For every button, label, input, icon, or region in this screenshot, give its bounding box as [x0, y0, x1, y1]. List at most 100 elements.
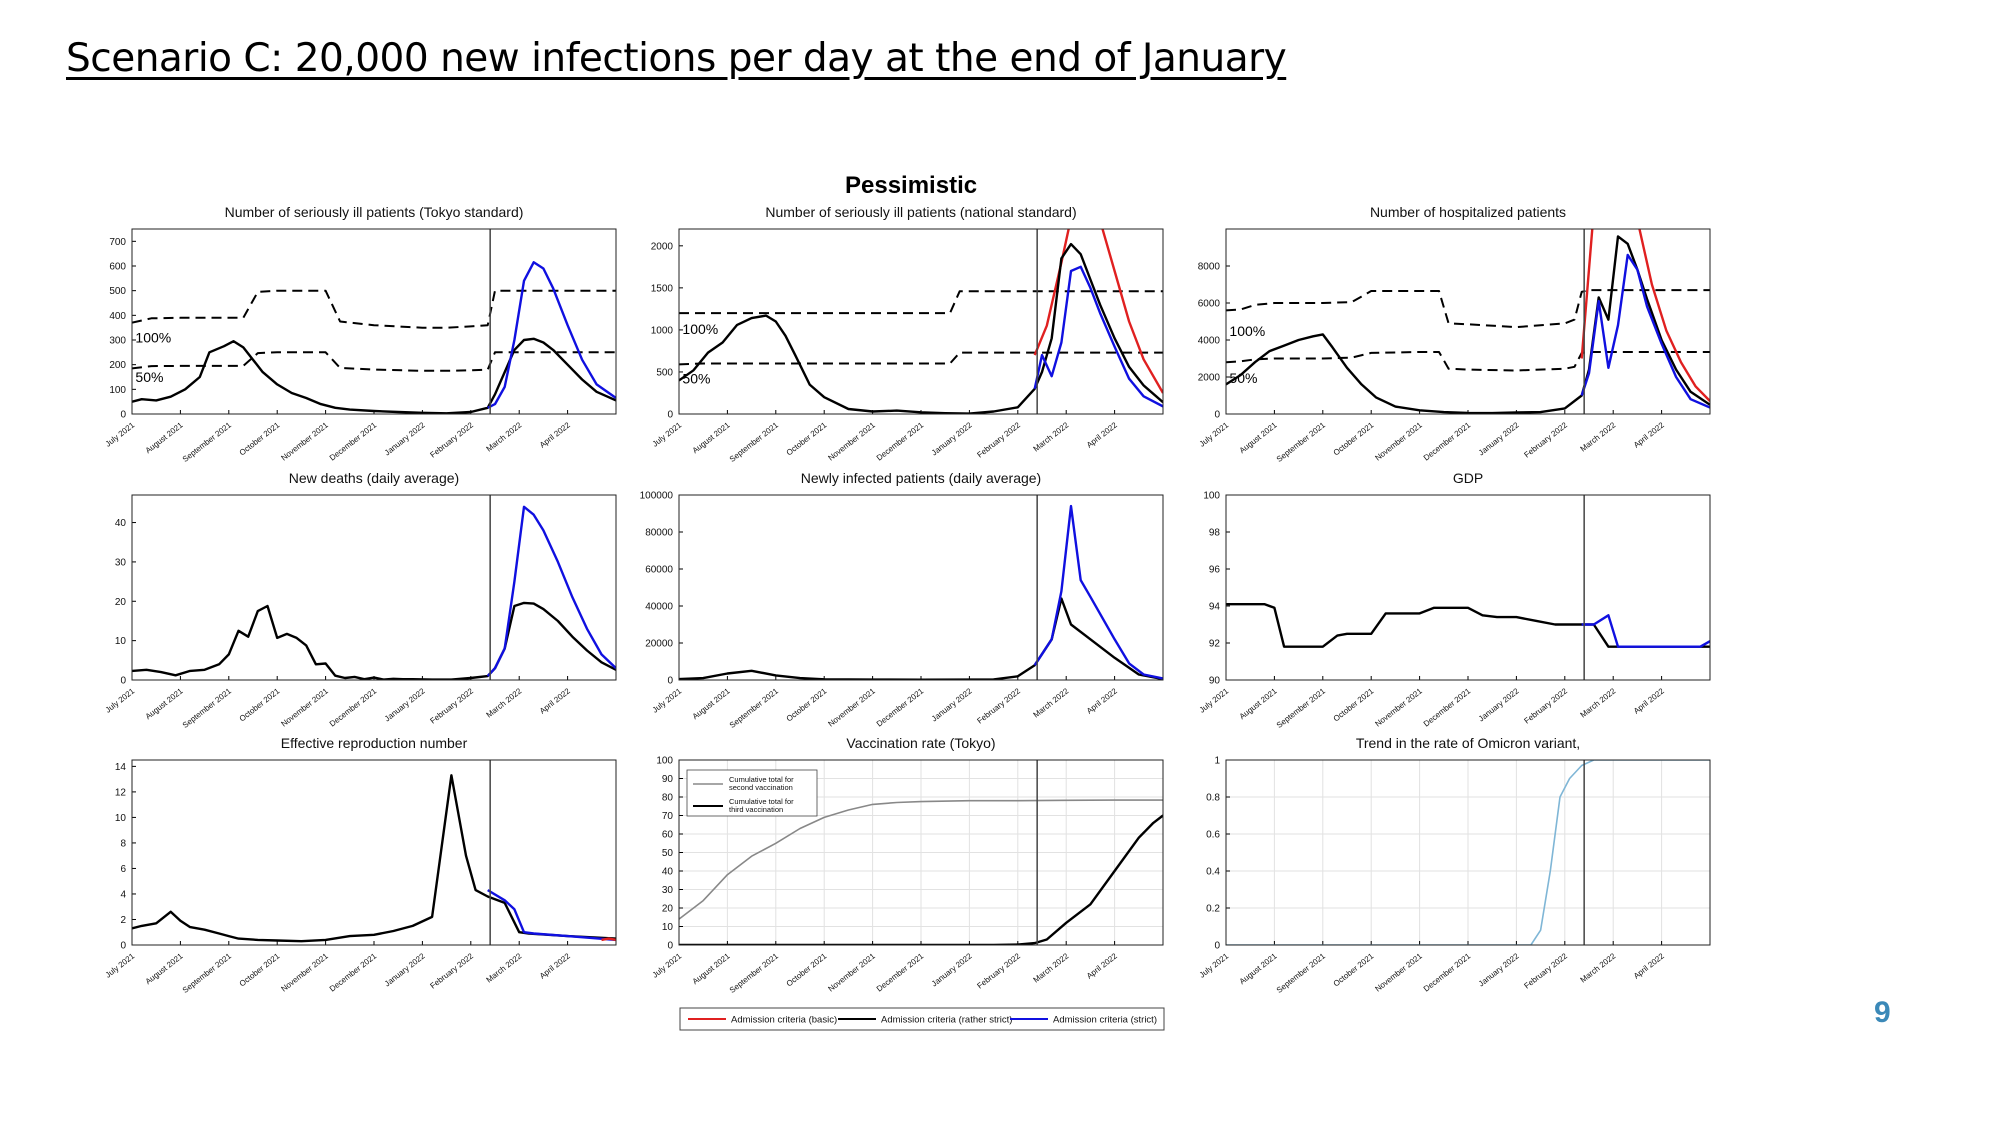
x-tick-label: August 2021	[144, 686, 185, 721]
x-tick-label: March 2022	[485, 420, 524, 453]
x-tick-label: October 2021	[1332, 686, 1376, 723]
x-tick-label: February 2022	[975, 420, 1022, 459]
x-tick-label: September 2021	[1275, 420, 1328, 464]
y-tick-label: 6000	[1198, 299, 1221, 310]
x-tick-label: October 2021	[1332, 951, 1376, 988]
y-tick-label: 8000	[1198, 262, 1221, 273]
series-group	[132, 505, 616, 680]
x-tick-label: April 2022	[538, 951, 572, 981]
x-tick-label: March 2022	[485, 951, 524, 984]
y-tick-label: 30	[662, 885, 674, 896]
x-tick-label: March 2022	[1032, 420, 1071, 453]
y-tick-label: 2	[120, 915, 126, 926]
y-tick-label: 30	[115, 557, 127, 568]
y-tick-label: 0	[120, 941, 126, 952]
y-tick-label: 94	[1209, 602, 1221, 613]
chart-ill-tokyo: Number of seriously ill patients (Tokyo …	[104, 204, 617, 464]
plot-frame	[1225, 759, 1711, 946]
legend-box	[679, 1007, 1165, 1031]
chart-title: Effective reproduction number	[281, 735, 468, 751]
x-tick-label: November 2021	[826, 686, 877, 728]
x-tick-label: March 2022	[1032, 686, 1071, 719]
x-tick-label: October 2021	[785, 951, 829, 988]
legend-label-strict: Admission criteria (strict)	[1053, 1015, 1157, 1026]
series-line-rather_strict-threshold	[1226, 289, 1710, 329]
y-tick-label: 0	[667, 676, 673, 687]
series-line-strict	[1580, 253, 1710, 409]
x-tick-label: November 2021	[279, 420, 330, 462]
inner-legend-label: Cumulative total for	[729, 775, 794, 784]
y-tick-label: 700	[109, 237, 126, 248]
chart-gdp: GDP 90 92 94 96 98 100 July 2021 August 2021Sept…	[1198, 470, 1711, 730]
chart-vaccination: Vaccination rate (Tokyo) 0 10 20 30 40 50 60 70 8…	[651, 735, 1164, 995]
chart-title: GDP	[1453, 470, 1483, 486]
x-tick-label: September 2021	[728, 951, 781, 995]
series-line-strict	[487, 889, 616, 942]
y-tick-label: 0.8	[1206, 793, 1220, 804]
y-tick-label: 300	[109, 336, 126, 347]
x-tick-label: July 2021	[1198, 686, 1231, 715]
legend-label-basic: Admission criteria (basic)	[731, 1015, 837, 1026]
legend-label-rather_strict: Admission criteria (rather strict)	[881, 1015, 1012, 1026]
y-tick-label: 1	[1214, 756, 1220, 767]
series-line-rather_strict	[679, 242, 1163, 414]
x-tick-label: August 2021	[1238, 420, 1279, 455]
x-tick-label: January 2022	[930, 686, 974, 723]
chart-title: Number of seriously ill patients (Tokyo …	[225, 204, 524, 220]
y-tick-label: 10	[115, 813, 127, 824]
x-tick-label: August 2021	[1238, 686, 1279, 721]
x-tick-label: February 2022	[975, 686, 1022, 725]
series-line-strict	[1033, 504, 1163, 680]
inner-legend-label: second vaccination	[729, 783, 793, 792]
series-line-rather_strict	[1226, 603, 1710, 648]
x-tick-label: September 2021	[728, 686, 781, 730]
x-tick-label: February 2022	[428, 420, 475, 459]
series-line-basic	[601, 937, 616, 942]
x-tick-label: December 2021	[875, 686, 926, 728]
series-line-rather_strict-threshold	[1226, 351, 1710, 372]
x-tick-label: July 2021	[651, 420, 684, 449]
series-line-omicron	[1226, 760, 1710, 945]
series-line-rather_strict	[1226, 235, 1710, 414]
x-tick-label: July 2021	[1198, 420, 1231, 449]
series-group	[679, 229, 1163, 414]
y-tick-label: 60000	[645, 565, 673, 576]
threshold-label: 100%	[682, 321, 718, 337]
x-tick-label: October 2021	[785, 420, 829, 457]
x-tick-label: April 2022	[538, 420, 572, 450]
plot-frame	[1225, 228, 1711, 415]
chart-title: Newly infected patients (daily average)	[801, 470, 1041, 486]
y-tick-label: 70	[662, 811, 674, 822]
plot-frame	[678, 494, 1164, 681]
x-tick-label: July 2021	[651, 951, 684, 980]
chart-title: Vaccination rate (Tokyo)	[846, 735, 995, 751]
x-tick-label: February 2022	[428, 686, 475, 725]
plot-frame	[131, 759, 617, 946]
series-group	[1226, 760, 1710, 945]
series-line-rather_strict-threshold	[132, 289, 616, 329]
series-line-rather_strict	[679, 597, 1163, 680]
plot-frame	[678, 228, 1164, 415]
x-tick-label: February 2022	[428, 951, 475, 990]
threshold-label: 50%	[682, 371, 710, 387]
y-tick-label: 90	[1209, 676, 1221, 687]
x-tick-label: November 2021	[279, 686, 330, 728]
x-tick-label: January 2022	[383, 686, 427, 723]
x-tick-label: January 2022	[383, 420, 427, 457]
bottom-legend: Admission criteria (basic) Admission crit…	[679, 1007, 1165, 1031]
slide-title: Scenario C: 20,000 new infections per da…	[66, 36, 1287, 81]
x-tick-label: February 2022	[975, 951, 1022, 990]
x-tick-label: December 2021	[875, 420, 926, 462]
x-tick-label: September 2021	[181, 420, 234, 464]
y-tick-label: 100	[1203, 491, 1220, 502]
x-tick-label: November 2021	[1373, 686, 1424, 728]
x-tick-label: August 2021	[691, 951, 732, 986]
y-tick-label: 100	[656, 756, 673, 767]
y-tick-label: 96	[1209, 565, 1221, 576]
x-tick-label: November 2021	[1373, 420, 1424, 462]
y-tick-label: 0	[667, 410, 673, 421]
y-tick-label: 80	[662, 793, 674, 804]
y-tick-label: 100000	[640, 491, 674, 502]
inner-legend	[686, 769, 818, 817]
y-tick-label: 40	[662, 867, 674, 878]
